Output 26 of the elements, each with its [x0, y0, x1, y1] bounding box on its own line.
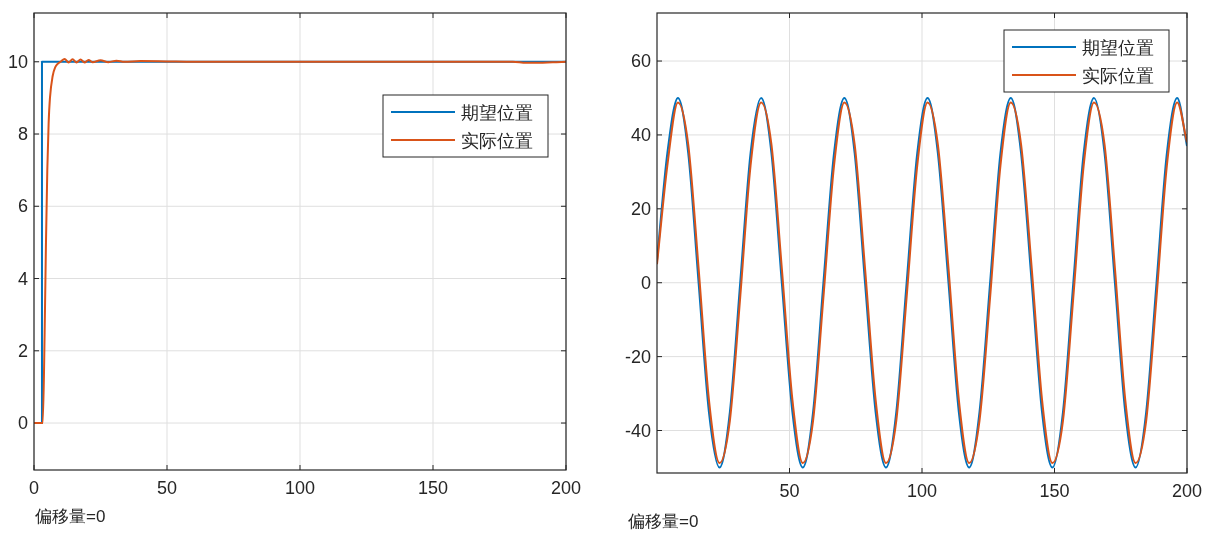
legend-label: 实际位置 [1082, 66, 1154, 86]
y-tick-label: 6 [17, 196, 28, 217]
y-tick-label: 20 [630, 198, 651, 219]
legend-label: 实际位置 [461, 131, 533, 151]
y-tick-label: 60 [630, 51, 651, 72]
y-tick-label: 2 [17, 340, 28, 361]
x-tick-label: 50 [779, 481, 800, 501]
y-tick-label: 40 [630, 124, 651, 145]
y-tick-label: 0 [640, 272, 651, 293]
x-tick-label: 150 [417, 478, 449, 498]
x-tick-label: 200 [550, 478, 582, 498]
legend-label: 期望位置 [1082, 38, 1154, 58]
y-tick-label: -20 [624, 346, 651, 367]
text: 偏移量=0 [628, 512, 699, 531]
y-tick-label: -40 [624, 420, 651, 441]
x-tick-label: 200 [1171, 481, 1203, 501]
y-tick-label: 4 [17, 268, 28, 289]
x-tick-label: 100 [906, 481, 938, 501]
x-tick-label: 50 [156, 478, 178, 498]
legend-label: 期望位置 [461, 103, 533, 123]
y-tick-label: 0 [17, 413, 28, 434]
text: 偏移量=0 [35, 507, 106, 526]
x-tick-label: 150 [1039, 481, 1070, 501]
x-tick-label: 100 [284, 478, 316, 498]
y-tick-label: 8 [17, 124, 28, 145]
y-tick-label: 10 [7, 51, 28, 72]
